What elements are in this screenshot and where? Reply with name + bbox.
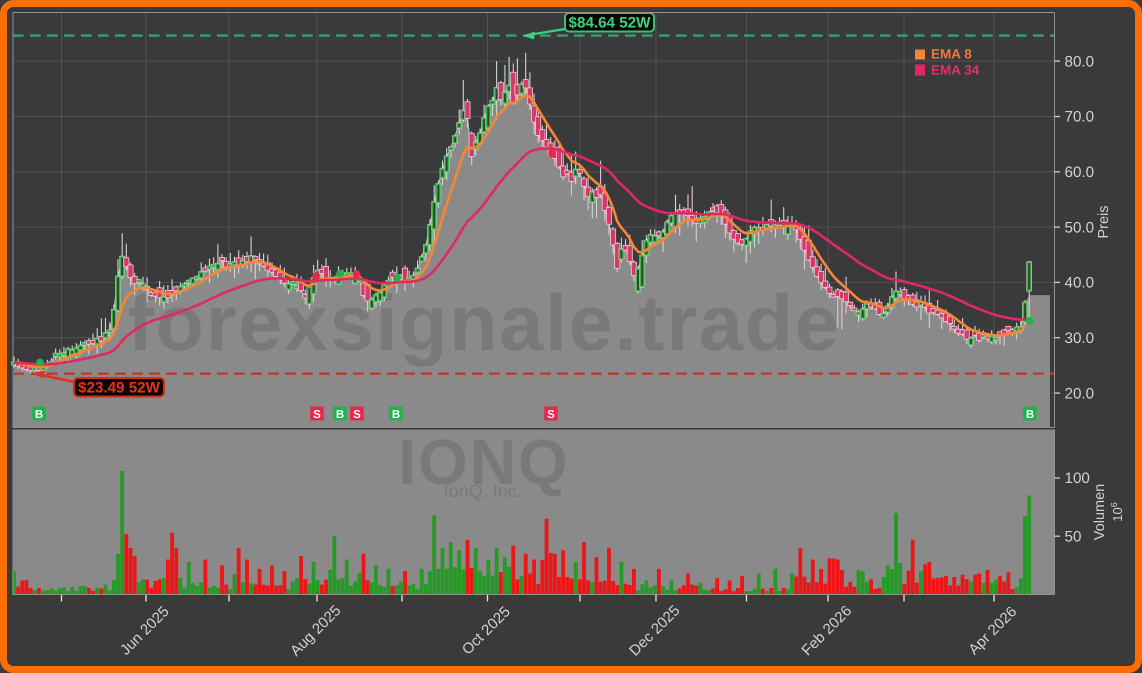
svg-text:B: B: [1026, 409, 1034, 421]
svg-text:$84.64 52W: $84.64 52W: [569, 14, 652, 31]
svg-text:100: 100: [1065, 470, 1090, 487]
svg-text:EMA 34: EMA 34: [931, 62, 980, 77]
svg-text:S: S: [313, 409, 321, 421]
svg-text:S: S: [353, 409, 361, 421]
svg-text:$23.49 52W: $23.49 52W: [78, 379, 161, 396]
svg-text:Preis: Preis: [1096, 205, 1112, 238]
svg-text:50.0: 50.0: [1065, 219, 1095, 236]
svg-text:70.0: 70.0: [1065, 109, 1095, 126]
svg-text:30.0: 30.0: [1065, 330, 1095, 347]
svg-text:50: 50: [1065, 529, 1082, 546]
svg-text:IONQ: IONQ: [398, 426, 570, 498]
svg-text:B: B: [336, 409, 344, 421]
svg-text:forexsignale.trade: forexsignale.trade: [128, 278, 841, 367]
svg-text:60.0: 60.0: [1065, 164, 1095, 181]
svg-text:B: B: [392, 409, 400, 421]
svg-text:B: B: [35, 409, 43, 421]
svg-text:S: S: [547, 409, 555, 421]
svg-text:40.0: 40.0: [1065, 275, 1095, 292]
svg-text:80.0: 80.0: [1065, 53, 1095, 70]
svg-text:IonQ, Inc.: IonQ, Inc.: [444, 481, 522, 501]
svg-text:20.0: 20.0: [1065, 385, 1095, 402]
svg-text:Volumen: Volumen: [1092, 484, 1108, 540]
svg-text:EMA 8: EMA 8: [931, 47, 972, 62]
